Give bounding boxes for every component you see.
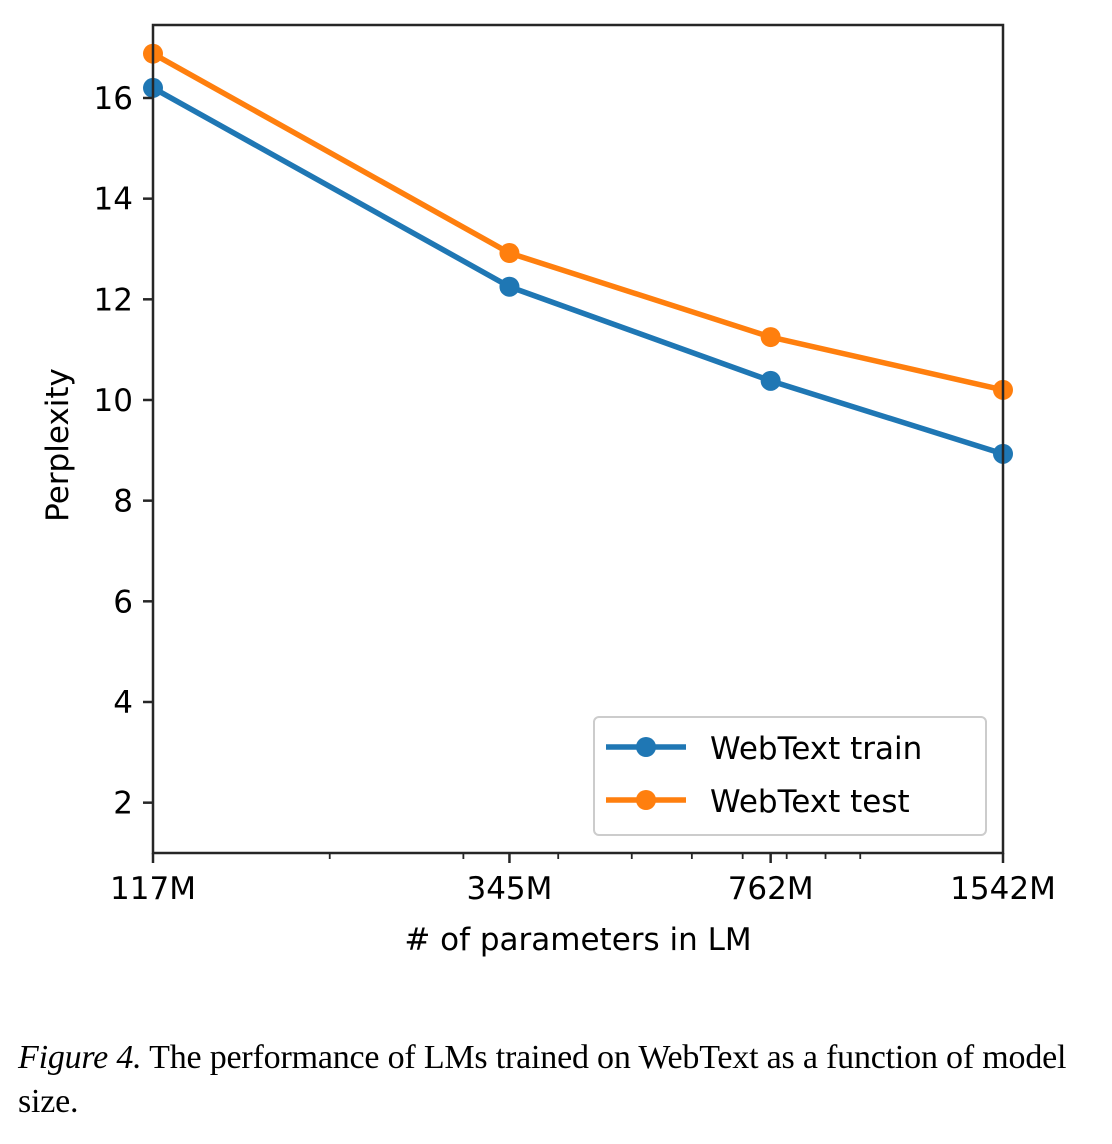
x-tick-label: 345M [466,871,552,907]
data-point [499,276,520,297]
series-test [143,43,1013,400]
caption-text: The performance of LMs trained on WebTex… [18,1039,1067,1120]
y-tick-label: 10 [94,383,133,419]
x-tick-label: 117M [110,871,196,907]
y-tick-label: 16 [94,81,133,117]
series-line [151,85,1004,457]
y-axis-label: Perplexity [40,368,76,522]
y-tick-label: 14 [94,182,133,218]
y-tick-label: 12 [94,282,133,318]
x-tick-label: 1542M [950,871,1056,907]
y-axis-ticks: 2 4 6 8 10 12 14 16 [94,81,153,822]
legend-marker-test [636,790,656,810]
data-point [499,243,520,264]
y-tick-label: 2 [113,786,133,822]
y-tick-label: 8 [113,484,133,520]
series-line [151,51,1004,393]
series-layer [143,43,1013,464]
figure-label: Figure 4. [18,1039,142,1076]
x-axis-label: # of parameters in LM [404,922,751,958]
legend-entry-train: WebText train [606,731,922,767]
x-tick-label: 762M [728,871,814,907]
x-axis-ticks: 117M 345M 762M 1542M [110,853,1056,907]
legend-entry-test: WebText test [606,784,910,820]
data-point [760,327,781,348]
legend-frame [593,716,987,836]
legend-label-test: WebText test [710,784,910,820]
y-tick-label: 4 [113,685,133,721]
plot-area [143,43,1013,464]
legend: WebText train WebText test [593,716,987,836]
series-train [143,77,1013,464]
figure-caption: Figure 4. The performance of LMs trained… [18,1036,1098,1124]
y-tick-label: 6 [113,584,133,620]
line-chart: 117M 345M 762M 1542M 2 4 6 8 10 12 14 16 # of para… [40,23,1056,958]
data-point [760,370,781,391]
legend-label-train: WebText train [710,731,922,767]
legend-marker-train [636,737,656,757]
axes-frame [151,23,1005,855]
